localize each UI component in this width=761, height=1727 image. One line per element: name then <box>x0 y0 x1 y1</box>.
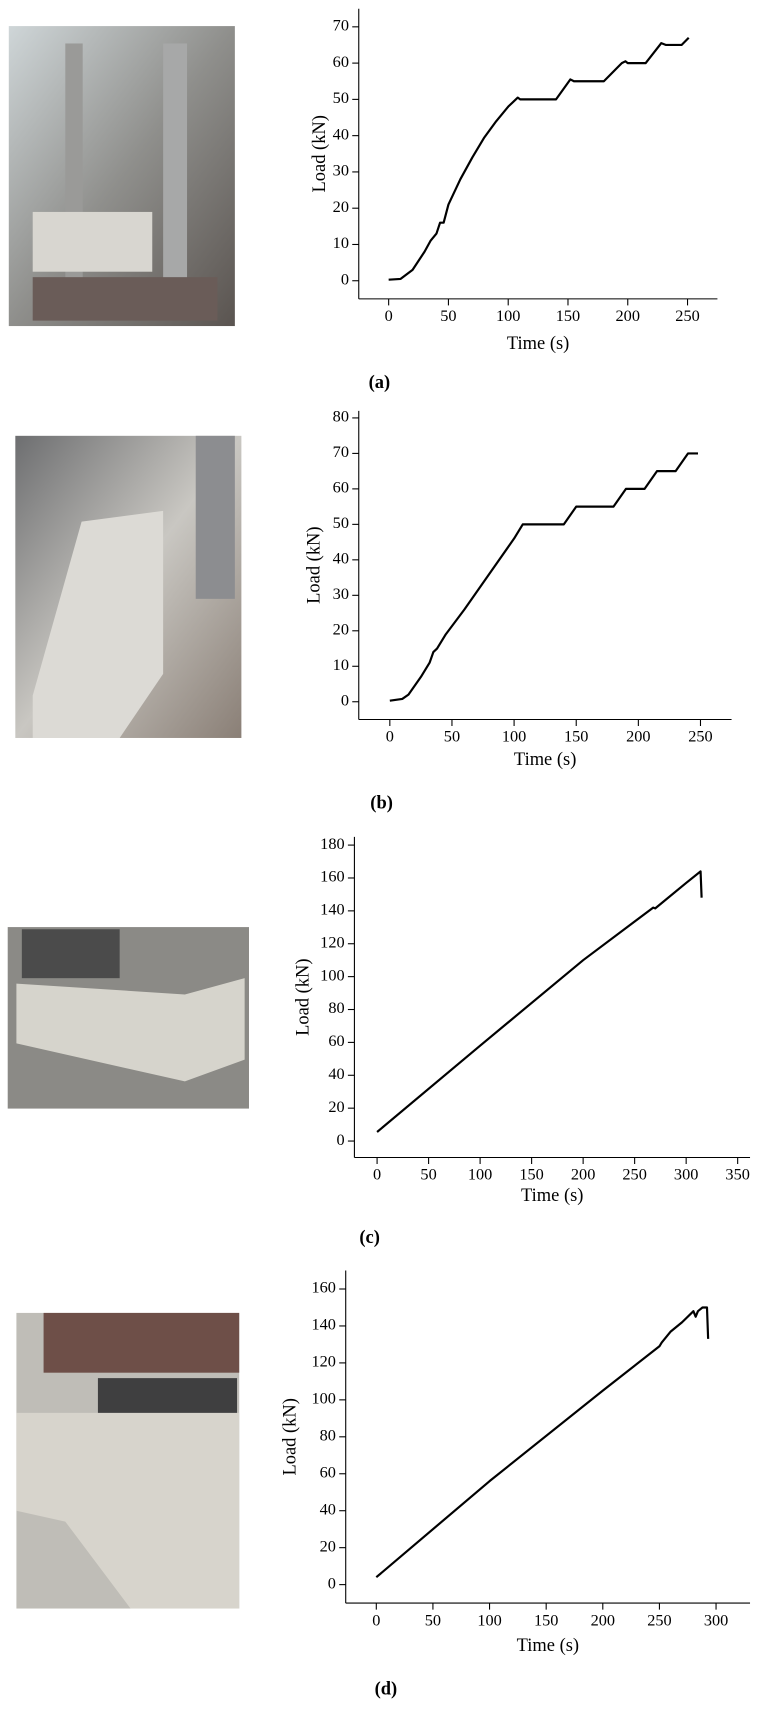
y-tick-label: 40 <box>328 1064 344 1083</box>
y-tick-label: 80 <box>333 407 349 426</box>
y-tick-label: 20 <box>333 620 349 639</box>
x-tick-label: 250 <box>622 1165 646 1184</box>
y-axis-title: Load (kN) <box>309 115 330 192</box>
x-tick-label: 50 <box>440 306 456 325</box>
y-tick-label: 160 <box>320 867 344 886</box>
y-tick-label: 100 <box>311 1389 335 1408</box>
x-tick-label: 250 <box>688 727 712 746</box>
y-axis-title: Load (kN) <box>293 958 314 1035</box>
photo-d <box>16 1312 240 1609</box>
x-tick-label: 50 <box>420 1165 436 1184</box>
y-tick-label: 40 <box>333 549 349 568</box>
y-axis-title: Load (kN) <box>280 1398 301 1475</box>
x-tick-label: 150 <box>519 1165 543 1184</box>
x-tick-label: 200 <box>616 306 640 325</box>
y-tick-label: 50 <box>333 88 349 107</box>
x-tick-label: 150 <box>534 1610 558 1629</box>
x-tick-label: 0 <box>386 727 394 746</box>
x-tick-label: 100 <box>496 306 520 325</box>
panel-caption: (a) <box>369 372 391 393</box>
x-tick-label: 150 <box>564 727 588 746</box>
y-tick-label: 0 <box>341 269 349 288</box>
photo-b <box>15 435 242 738</box>
y-tick-label: 140 <box>320 900 344 919</box>
x-tick-label: 300 <box>704 1610 728 1629</box>
y-tick-label: 70 <box>333 16 349 35</box>
x-tick-label: 100 <box>502 727 526 746</box>
data-line <box>375 1306 710 1579</box>
y-tick-label: 20 <box>333 197 349 216</box>
y-tick-label: 10 <box>333 655 349 674</box>
y-tick-label: 0 <box>336 1130 344 1149</box>
y-tick-label: 50 <box>333 513 349 532</box>
photo-a <box>8 26 235 327</box>
data-line <box>388 36 690 281</box>
x-tick-label: 250 <box>647 1610 671 1629</box>
data-line <box>389 452 699 702</box>
x-tick-label: 200 <box>571 1165 595 1184</box>
x-axis-title: Time (s) <box>507 333 569 354</box>
y-tick-label: 60 <box>328 1031 344 1050</box>
y-tick-label: 30 <box>333 161 349 180</box>
y-tick-label: 100 <box>320 965 344 984</box>
x-tick-label: 50 <box>444 727 460 746</box>
panel-caption: (b) <box>370 793 393 814</box>
y-tick-label: 160 <box>311 1278 335 1297</box>
x-tick-label: 150 <box>556 306 580 325</box>
y-tick-label: 20 <box>328 1097 344 1116</box>
x-tick-label: 200 <box>591 1610 615 1629</box>
x-tick-label: 0 <box>372 1610 380 1629</box>
y-tick-label: 0 <box>341 690 349 709</box>
x-tick-label: 50 <box>425 1610 441 1629</box>
x-tick-label: 0 <box>385 306 393 325</box>
y-tick-label: 80 <box>328 998 344 1017</box>
panel-caption: (d) <box>375 1678 398 1699</box>
y-tick-label: 10 <box>333 233 349 252</box>
y-tick-label: 60 <box>333 52 349 71</box>
y-tick-label: 0 <box>328 1573 336 1592</box>
y-tick-label: 70 <box>333 442 349 461</box>
x-axis-title: Time (s) <box>521 1185 583 1206</box>
y-tick-label: 30 <box>333 584 349 603</box>
x-tick-label: 250 <box>675 306 699 325</box>
x-tick-label: 200 <box>626 727 650 746</box>
panel-caption: (c) <box>359 1227 380 1248</box>
x-axis-title: Time (s) <box>517 1635 579 1656</box>
y-tick-label: 20 <box>320 1536 336 1555</box>
y-tick-label: 80 <box>320 1426 336 1445</box>
y-tick-label: 120 <box>311 1352 335 1371</box>
x-tick-label: 300 <box>674 1165 698 1184</box>
y-tick-label: 60 <box>320 1462 336 1481</box>
y-tick-label: 60 <box>333 478 349 497</box>
y-tick-label: 40 <box>320 1499 336 1518</box>
photo-c <box>7 927 249 1109</box>
x-tick-label: 0 <box>373 1165 381 1184</box>
x-tick-label: 100 <box>477 1610 501 1629</box>
y-tick-label: 180 <box>320 834 344 853</box>
y-tick-label: 120 <box>320 932 344 951</box>
y-tick-label: 40 <box>333 124 349 143</box>
y-axis-title: Load (kN) <box>304 526 325 603</box>
y-tick-label: 140 <box>311 1315 335 1334</box>
data-line <box>376 870 703 1133</box>
x-axis-title: Time (s) <box>514 749 576 770</box>
x-tick-label: 350 <box>725 1165 749 1184</box>
x-tick-label: 100 <box>468 1165 492 1184</box>
